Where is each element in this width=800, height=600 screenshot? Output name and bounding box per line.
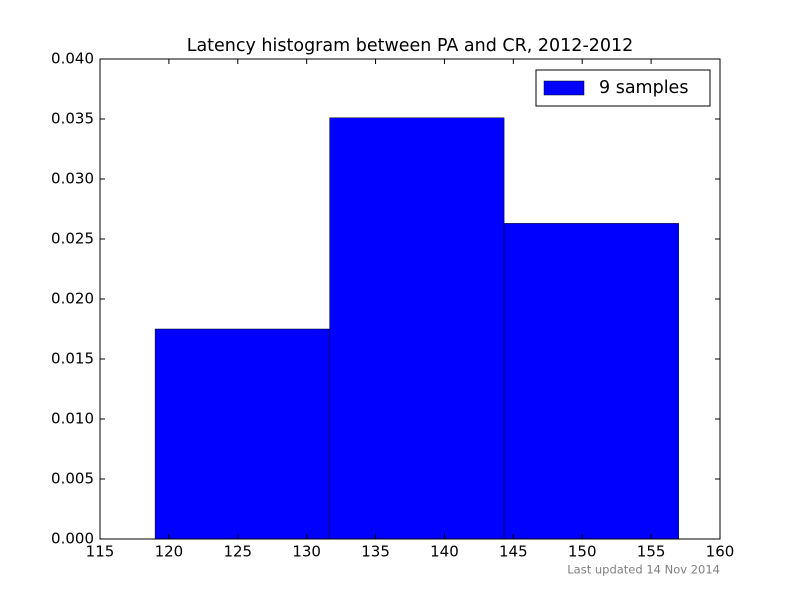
x-tick-label: 115 bbox=[86, 543, 115, 561]
x-tick-label: 130 bbox=[292, 543, 321, 561]
x-tick-label: 140 bbox=[430, 543, 459, 561]
x-tick-label: 125 bbox=[223, 543, 252, 561]
x-tick-label: 145 bbox=[499, 543, 528, 561]
legend-swatch bbox=[543, 80, 585, 96]
y-tick-label: 0.020 bbox=[51, 290, 94, 308]
bar bbox=[503, 223, 679, 540]
chart-title: Latency histogram between PA and CR, 201… bbox=[187, 36, 634, 56]
x-tick-label: 155 bbox=[637, 543, 666, 561]
y-tick-label: 0.000 bbox=[51, 530, 94, 548]
y-tick-label: 0.015 bbox=[51, 350, 94, 368]
x-tick-label: 160 bbox=[706, 543, 735, 561]
y-tick-label: 0.025 bbox=[51, 230, 94, 248]
bar bbox=[154, 328, 330, 540]
y-tick-label: 0.005 bbox=[51, 470, 94, 488]
y-tick-label: 0.040 bbox=[51, 50, 94, 68]
x-tick-label: 150 bbox=[568, 543, 597, 561]
footnote: Last updated 14 Nov 2014 bbox=[567, 563, 720, 577]
x-tick-label: 120 bbox=[155, 543, 184, 561]
x-tick-label: 135 bbox=[361, 543, 390, 561]
y-tick-label: 0.030 bbox=[51, 170, 94, 188]
y-tick-label: 0.035 bbox=[51, 110, 94, 128]
legend-label: 9 samples bbox=[599, 78, 688, 98]
y-tick-label: 0.010 bbox=[51, 410, 94, 428]
bar bbox=[329, 117, 505, 540]
